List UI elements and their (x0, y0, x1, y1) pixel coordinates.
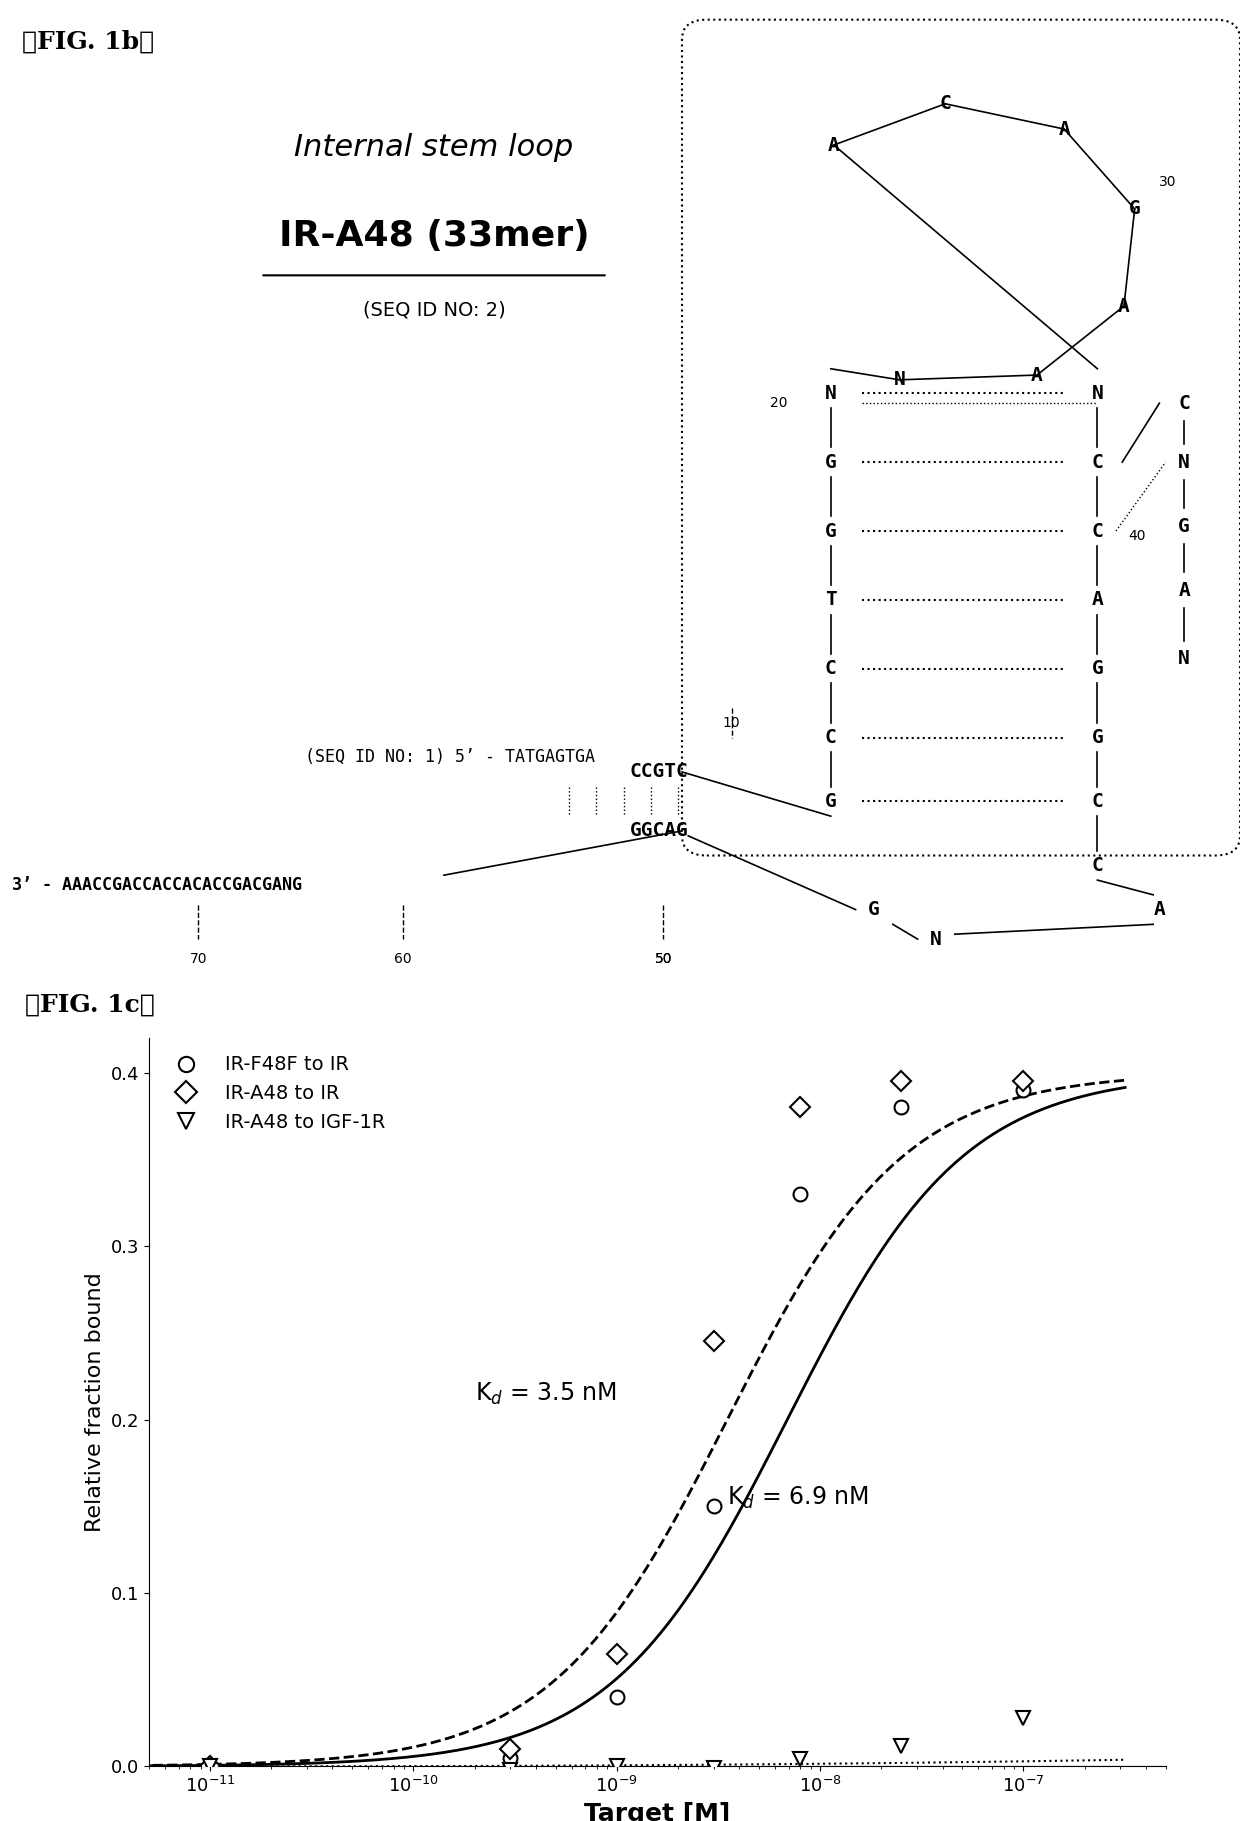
Text: K$_d$ = 3.5 nM: K$_d$ = 3.5 nM (475, 1380, 616, 1406)
Text: C: C (825, 659, 837, 677)
Text: 70: 70 (190, 952, 207, 965)
Text: 20: 20 (770, 397, 787, 410)
Y-axis label: Relative fraction bound: Relative fraction bound (86, 1273, 105, 1531)
Text: 60: 60 (394, 952, 412, 965)
Text: C: C (825, 728, 837, 747)
Text: N: N (894, 370, 905, 390)
Text: C: C (1091, 453, 1104, 472)
Text: A: A (1058, 120, 1070, 138)
X-axis label: Target [M]: Target [M] (584, 1801, 730, 1821)
Text: T: T (825, 590, 837, 610)
Text: C: C (1091, 521, 1104, 541)
Text: N: N (930, 929, 942, 949)
Text: G: G (1091, 659, 1104, 677)
Text: G: G (1128, 200, 1141, 219)
Text: A: A (1153, 900, 1166, 920)
Text: 3’ - AAACCGACCACCACACCGACGANG: 3’ - AAACCGACCACCACACCGACGANG (12, 876, 303, 894)
Text: G: G (825, 792, 837, 810)
Text: 50: 50 (655, 952, 672, 965)
Text: GGCAG: GGCAG (630, 821, 688, 841)
Text: A: A (1091, 590, 1104, 610)
Text: C: C (1091, 856, 1104, 874)
Text: 』FIG. 1c】: 』FIG. 1c】 (25, 992, 155, 1016)
Text: (SEQ ID NO: 1) 5’ - TATGAGTGA: (SEQ ID NO: 1) 5’ - TATGAGTGA (305, 748, 595, 767)
Text: Internal stem loop: Internal stem loop (294, 133, 574, 162)
Text: C: C (940, 95, 951, 113)
Text: N: N (1091, 384, 1104, 402)
Text: A: A (1118, 297, 1130, 315)
Text: C: C (1091, 792, 1104, 810)
Legend: IR-F48F to IR, IR-A48 to IR, IR-A48 to IGF-1R: IR-F48F to IR, IR-A48 to IR, IR-A48 to I… (159, 1047, 393, 1140)
Text: A: A (1178, 581, 1190, 599)
Text: IR-A48 (33mer): IR-A48 (33mer) (279, 219, 589, 253)
Text: 30: 30 (1159, 175, 1177, 189)
Text: A: A (828, 135, 839, 155)
Text: G: G (825, 453, 837, 472)
Text: N: N (1178, 453, 1190, 472)
Text: CCGTC: CCGTC (630, 763, 688, 781)
Text: C: C (1178, 393, 1190, 413)
Text: N: N (1178, 650, 1190, 668)
Text: A: A (1032, 366, 1043, 384)
Text: 50: 50 (655, 952, 672, 965)
Text: K$_d$ = 6.9 nM: K$_d$ = 6.9 nM (728, 1484, 869, 1511)
Text: G: G (825, 521, 837, 541)
Text: G: G (868, 900, 880, 920)
Text: G: G (1178, 517, 1190, 535)
Text: 』FIG. 1b】: 』FIG. 1b】 (22, 29, 155, 53)
Text: 10: 10 (723, 716, 740, 730)
Text: 40: 40 (1128, 528, 1146, 543)
Text: N: N (825, 384, 837, 402)
Text: G: G (1091, 728, 1104, 747)
Text: (SEQ ID NO: 2): (SEQ ID NO: 2) (362, 300, 506, 319)
